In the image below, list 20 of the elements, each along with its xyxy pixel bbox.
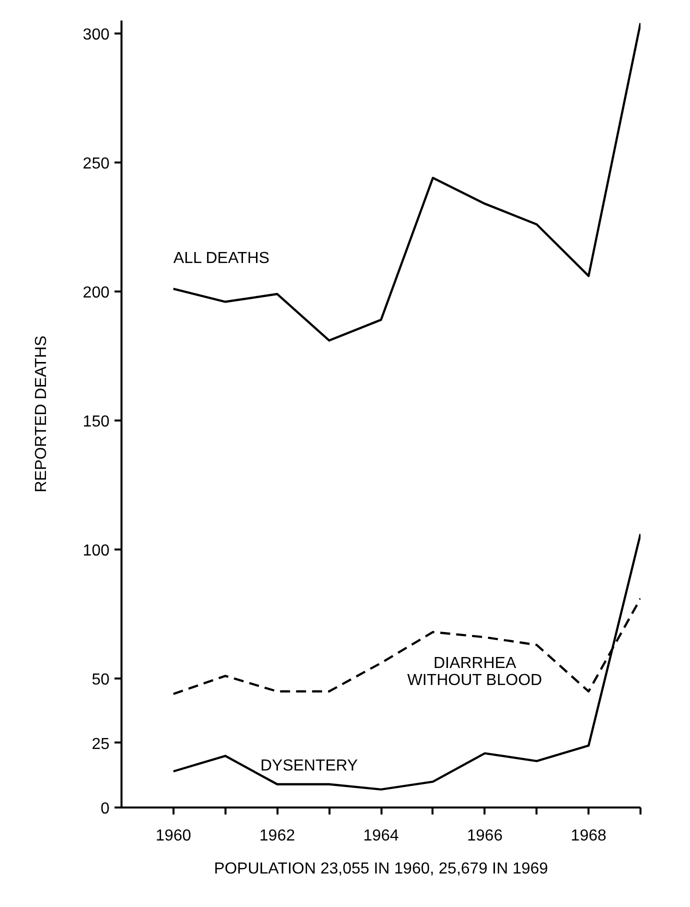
series-label: DIARRHEA WITHOUT BLOOD [407, 655, 542, 690]
x-tick-label: 1966 [467, 828, 503, 844]
series-label: ALL DEATHS [173, 250, 270, 267]
y-tick-label: 0 [100, 800, 110, 818]
y-tick-label: 100 [82, 542, 110, 560]
x-tick-label: 1968 [570, 828, 606, 844]
y-axis-title: REPORTED DEATHS [32, 336, 50, 492]
x-tick-label: 1962 [259, 828, 296, 844]
x-tick-label: 1960 [156, 828, 192, 844]
y-tick-label: 25 [92, 736, 110, 753]
y-tick-label: 150 [82, 413, 110, 430]
y-tick-label: 300 [82, 26, 110, 44]
series-label: DYSENTERY [260, 757, 358, 774]
y-tick-label: 50 [92, 671, 110, 688]
line-series [172, 532, 640, 791]
y-tick-label: 250 [82, 155, 110, 172]
x-tick-label: 1964 [363, 828, 399, 844]
line-series [172, 22, 640, 342]
text: POPULATION 23,055 IN 1960, 25,679 IN 1969 [214, 860, 548, 878]
y-tick-label: 200 [82, 284, 110, 302]
